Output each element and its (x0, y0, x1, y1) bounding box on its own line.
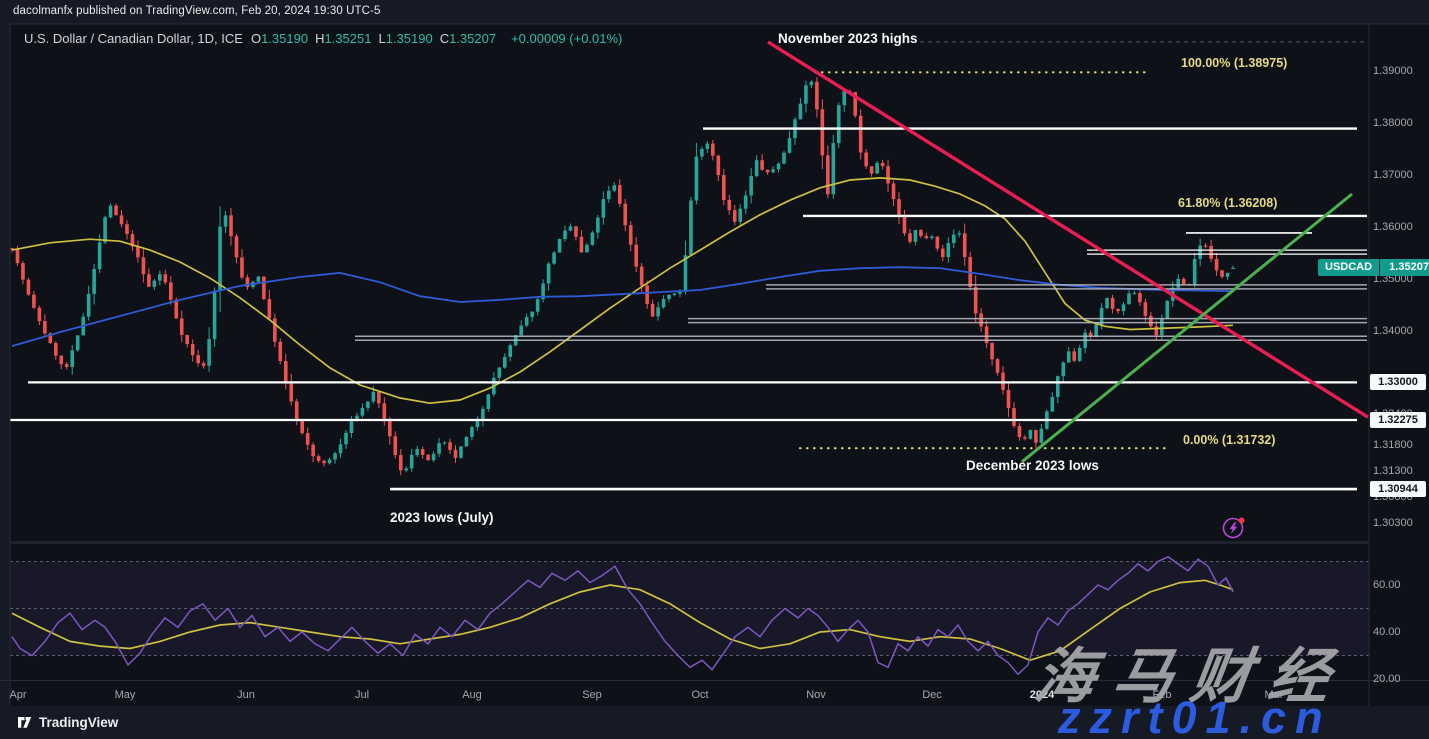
price-tick-label: 1.31800 (1373, 438, 1413, 451)
main-pane[interactable] (10, 40, 1369, 491)
rsi-ma-line (11, 579, 1234, 662)
price-tick-label: 1.39000 (1373, 65, 1413, 77)
last-price-badge-symbol: USDCAD (1318, 258, 1381, 276)
time-tick-Jun: Jun (237, 689, 255, 701)
time-tick-Mar: Mar (1264, 689, 1284, 701)
time-tick-Oct: Oct (691, 689, 709, 701)
levels-layer[interactable] (10, 41, 1367, 491)
ohlc-values: O1.35190 H1.35251 L1.35190 C1.35207 (250, 31, 497, 46)
tradingview-logo (18, 717, 32, 728)
last-price-badge-value: 1.35207 (1380, 258, 1429, 276)
price-tick-label: 1.38000 (1373, 116, 1413, 129)
published-byline: dacolmanfx published on TradingView.com,… (13, 5, 381, 17)
time-tick-Dec: Dec (922, 689, 942, 701)
lightning-bolt-glyph (1229, 522, 1238, 534)
chart-annotation[interactable]: November 2023 highs (778, 31, 918, 46)
price-tick-label: 1.34000 (1373, 324, 1413, 337)
chart-annotation[interactable]: 2023 lows (July) (390, 510, 494, 525)
december-uptrend[interactable] (1021, 192, 1353, 463)
rsi-tick-label: 60.00 (1373, 579, 1401, 591)
instant-trading-icon[interactable] (1221, 515, 1247, 541)
price-tick-label: 1.31300 (1373, 464, 1413, 477)
symbol-header[interactable]: U.S. Dollar / Canadian Dollar, 1D, ICE O… (24, 31, 622, 46)
watermark-site: zzrt01.cn (1058, 692, 1332, 739)
ma-fast-yellow (11, 177, 1234, 405)
fib-label: 0.00% (1.31732) (1183, 433, 1276, 447)
chart-annotation[interactable]: December 2023 lows (966, 458, 1099, 473)
tradingview-label: TradingView (39, 715, 119, 730)
time-tick-Apr: Apr (9, 689, 27, 701)
time-tick-Jul: Jul (354, 689, 370, 701)
price-tick-label: 1.37000 (1373, 168, 1413, 181)
time-tick-2024: 2024 (1029, 689, 1055, 701)
candles-layer (10, 77, 1235, 476)
rsi-tick-label: 40.00 (1373, 626, 1401, 638)
price-line-badge: 1.32275 (1370, 412, 1426, 429)
november-downtrend[interactable] (767, 40, 1369, 419)
attribution-bar: TradingView (0, 706, 1429, 739)
symbol-title: U.S. Dollar / Canadian Dollar, 1D, ICE (24, 31, 243, 46)
price-line-badge: 1.33000 (1370, 374, 1426, 391)
rsi-tick-label: 20.00 (1373, 673, 1401, 685)
price-line-badge: 1.30944 (1370, 481, 1426, 498)
time-tick-May: May (114, 689, 136, 701)
change-value: +0.00009 (+0.01%) (511, 31, 623, 46)
price-tick-label: 1.36000 (1373, 220, 1413, 233)
time-tick-Nov: Nov (806, 689, 826, 701)
price-tick-label: 1.30300 (1373, 516, 1413, 529)
last-price-badge: USDCAD 1.35207 (1318, 258, 1429, 276)
time-tick-Aug: Aug (462, 689, 482, 701)
notification-dot (1238, 517, 1245, 524)
fib-label: 61.80% (1.36208) (1178, 196, 1278, 210)
fib-label: 100.00% (1.38975) (1181, 56, 1288, 70)
time-tick-Sep: Sep (582, 689, 602, 701)
time-tick-Feb: Feb (1152, 689, 1172, 701)
rsi-pane[interactable] (10, 555, 1369, 676)
rsi-line (11, 555, 1234, 676)
ma-slow-blue (11, 266, 1234, 347)
tradingview-link[interactable]: TradingView (17, 715, 118, 730)
